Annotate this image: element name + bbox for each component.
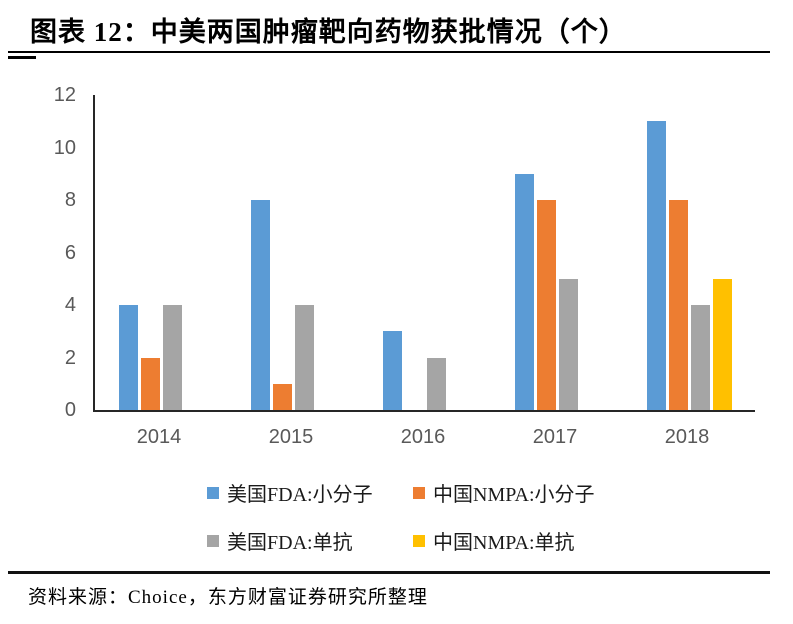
bar bbox=[272, 383, 292, 410]
y-tick-label: 10 bbox=[53, 136, 76, 159]
legend-item: 美国FDA:单抗 bbox=[207, 526, 353, 555]
legend-swatch bbox=[207, 486, 219, 499]
bar bbox=[250, 200, 270, 410]
y-tick-label: 0 bbox=[64, 399, 76, 421]
bar bbox=[382, 331, 402, 410]
bar-group bbox=[95, 95, 227, 410]
bar bbox=[668, 200, 688, 410]
bar bbox=[646, 121, 666, 410]
bar bbox=[162, 305, 182, 410]
legend-item: 中国NMPA:单抗 bbox=[413, 526, 575, 555]
legend-label: 中国NMPA:单抗 bbox=[433, 532, 575, 554]
bar bbox=[426, 357, 446, 410]
bar-group bbox=[623, 95, 755, 410]
legend-label: 美国FDA:小分子 bbox=[227, 484, 373, 506]
legend-item: 美国FDA:小分子 bbox=[207, 478, 373, 507]
x-tick-label: 2015 bbox=[268, 426, 314, 448]
y-tick-label: 2 bbox=[64, 346, 76, 369]
title-underline-dash bbox=[8, 56, 36, 59]
bar bbox=[712, 278, 732, 410]
legend-swatch bbox=[413, 486, 425, 499]
bar bbox=[514, 173, 534, 410]
x-tick-label: 2017 bbox=[532, 426, 578, 448]
bar bbox=[118, 305, 138, 410]
x-tick-label: 2014 bbox=[136, 426, 182, 448]
bar bbox=[294, 305, 314, 410]
y-tick-label: 4 bbox=[64, 294, 76, 316]
bar bbox=[140, 357, 160, 410]
y-tick-label: 8 bbox=[64, 189, 76, 211]
source-divider bbox=[8, 571, 770, 574]
figure-title: 图表 12：中美两国肿瘤靶向药物获批情况（个） bbox=[30, 17, 627, 47]
bar bbox=[536, 200, 556, 410]
bar-group bbox=[359, 95, 491, 410]
bar-chart: 0 2 4 6 8 10 12 2014 2015 2016 2017 2018 美国FDA:小分子… bbox=[53, 84, 755, 555]
legend-label: 中国NMPA:小分子 bbox=[433, 484, 595, 506]
y-tick-label: 6 bbox=[64, 241, 76, 264]
bar-group bbox=[491, 95, 623, 410]
x-tick-label: 2016 bbox=[400, 426, 446, 448]
x-tick-label: 2018 bbox=[664, 426, 710, 448]
title-underline bbox=[8, 51, 770, 53]
bar bbox=[558, 278, 578, 410]
plot-area bbox=[93, 95, 755, 412]
legend-label: 美国FDA:单抗 bbox=[227, 532, 353, 554]
legend-swatch bbox=[207, 534, 219, 547]
legend-swatch bbox=[413, 534, 425, 547]
source-text: 资料来源：Choice，东方财富证券研究所整理 bbox=[28, 587, 428, 608]
y-tick-label: 12 bbox=[53, 84, 76, 106]
bar bbox=[690, 305, 710, 410]
bar-group bbox=[227, 95, 359, 410]
legend-item: 中国NMPA:小分子 bbox=[413, 478, 595, 507]
